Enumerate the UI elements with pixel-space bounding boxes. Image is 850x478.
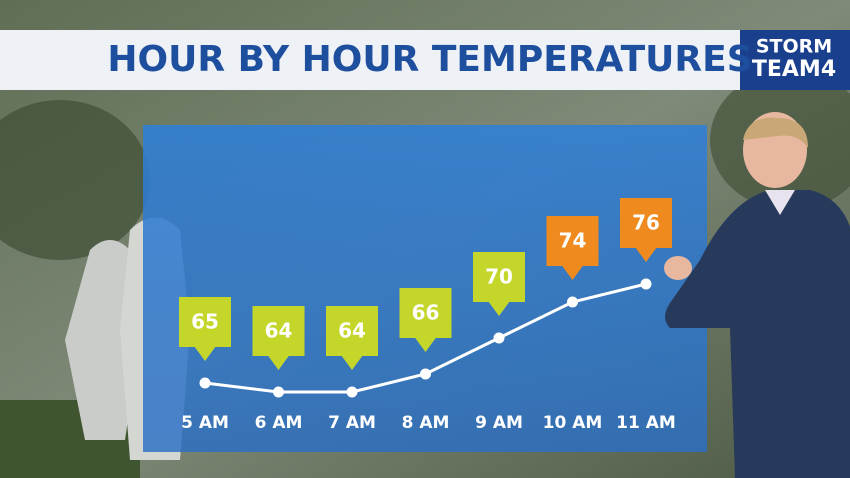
x-tick-label: 8 AM	[402, 413, 450, 433]
label-box	[179, 297, 231, 347]
label-pointer	[488, 301, 510, 316]
label-box	[326, 306, 378, 356]
tree	[0, 100, 150, 260]
plot: 65 5 AM 64 6 AM 64 7 AM 66 8 AM 70 9 AM 74 10 AM 76 1…	[179, 198, 676, 433]
label-box	[399, 288, 452, 338]
data-label: 64	[265, 319, 293, 343]
data-label: 64	[338, 319, 366, 343]
data-label: 66	[412, 301, 440, 325]
x-tick-label: 5 AM	[181, 413, 229, 433]
x-tick-label: 7 AM	[328, 413, 376, 433]
label-pointer	[414, 337, 437, 352]
point	[420, 368, 431, 380]
point	[640, 278, 652, 290]
data-label: 74	[559, 229, 587, 253]
logo-box	[740, 30, 850, 90]
label-pointer	[267, 355, 290, 370]
label-pointer	[635, 247, 657, 262]
label-pointer	[194, 346, 216, 361]
chart-title: HOUR BY HOUR TEMPERATURES	[107, 39, 752, 80]
x-tick-label: 6 AM	[255, 413, 303, 433]
label-pointer	[341, 355, 363, 370]
logo-line: TEAM4	[752, 57, 836, 82]
statue	[65, 240, 140, 440]
point	[567, 296, 578, 308]
title-bar	[0, 30, 740, 90]
data-label: 65	[191, 310, 219, 334]
point	[273, 386, 284, 398]
x-tick-label: 10 AM	[543, 413, 603, 433]
label-box	[473, 252, 525, 302]
presenter	[664, 112, 850, 478]
logo-line: STORM	[756, 36, 832, 58]
point	[493, 332, 505, 344]
data-label: 76	[632, 211, 660, 235]
data-label: 70	[485, 265, 513, 289]
label-box	[620, 198, 672, 248]
label-box	[546, 216, 599, 266]
label-pointer	[561, 265, 584, 280]
label-box	[252, 306, 305, 356]
point	[346, 386, 358, 398]
point	[199, 377, 211, 389]
x-tick-label: 9 AM	[475, 413, 523, 433]
x-tick-label: 11 AM	[616, 413, 676, 433]
